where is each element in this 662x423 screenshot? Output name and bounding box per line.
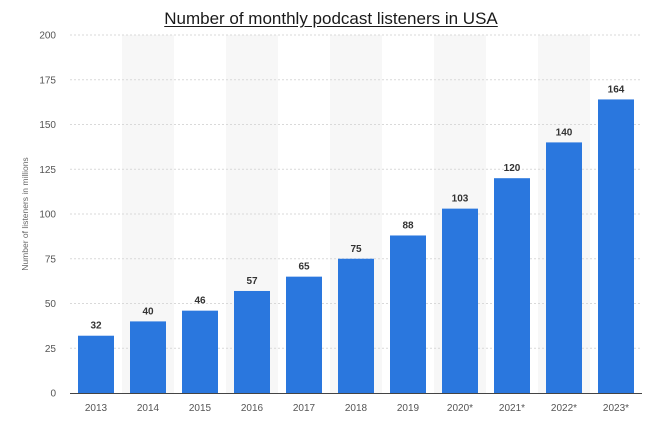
y-tick-label: 0 — [50, 389, 56, 400]
y-axis-ticks: 0 25 50 75 100 125 150 175 200 — [39, 31, 56, 400]
y-tick-label: 100 — [39, 210, 56, 221]
x-tick-label: 2019 — [397, 403, 420, 414]
data-label: 164 — [608, 84, 625, 95]
y-tick-label: 125 — [39, 165, 56, 176]
bar — [78, 335, 114, 393]
y-tick-label: 50 — [45, 299, 57, 310]
x-tick-label: 2023* — [603, 403, 629, 414]
bar — [234, 290, 270, 393]
bar — [182, 310, 218, 393]
data-label: 75 — [350, 244, 362, 255]
y-tick-label: 25 — [45, 344, 57, 355]
data-labels: 32 40 46 57 65 75 88 103 120 140 164 — [90, 84, 624, 331]
x-tick-label: 2018 — [345, 403, 368, 414]
data-label: 40 — [142, 306, 154, 317]
y-tick-label: 175 — [39, 75, 56, 86]
y-tick-label: 75 — [45, 254, 57, 265]
bar — [390, 235, 426, 393]
data-label: 103 — [452, 194, 469, 205]
x-tick-label: 2014 — [137, 403, 160, 414]
bar — [494, 178, 530, 393]
data-label: 46 — [194, 296, 206, 307]
x-tick-label: 2022* — [551, 403, 577, 414]
data-label: 120 — [504, 163, 521, 174]
chart-title-text: Number of monthly podcast listeners in U… — [164, 9, 498, 28]
bar — [442, 208, 478, 393]
x-tick-label: 2013 — [85, 403, 108, 414]
data-label: 88 — [402, 220, 414, 231]
y-axis-label: Number of listeners in millions — [20, 157, 30, 270]
data-label: 32 — [90, 321, 102, 332]
y-tick-label: 200 — [39, 31, 56, 42]
bar — [338, 258, 374, 393]
x-tick-label: 2021* — [499, 403, 525, 414]
x-tick-label: 2020* — [447, 403, 473, 414]
x-tick-label: 2015 — [189, 403, 212, 414]
bars — [78, 99, 634, 393]
bar — [598, 99, 634, 393]
data-label: 140 — [556, 127, 573, 138]
data-label: 57 — [246, 276, 258, 287]
data-label: 65 — [298, 262, 310, 273]
bar — [546, 142, 582, 393]
x-tick-label: 2016 — [241, 403, 264, 414]
x-axis-ticks: 2013 2014 2015 2016 2017 2018 2019 2020* 2021* 20… — [85, 403, 629, 414]
chart-title: Number of monthly podcast listeners in U… — [0, 9, 662, 29]
bar — [130, 321, 166, 393]
y-tick-label: 150 — [39, 120, 56, 131]
x-tick-label: 2017 — [293, 403, 316, 414]
bar — [286, 276, 322, 393]
